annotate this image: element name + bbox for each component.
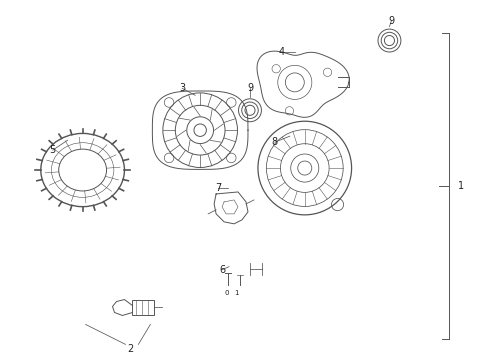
- Text: 8: 8: [272, 137, 278, 147]
- Text: 1: 1: [458, 181, 464, 191]
- Text: 6: 6: [219, 265, 225, 275]
- Text: 9: 9: [389, 15, 394, 26]
- Text: 3: 3: [179, 84, 185, 93]
- Text: 7: 7: [215, 183, 221, 193]
- Text: 0: 0: [225, 289, 229, 296]
- Text: 1: 1: [234, 289, 238, 296]
- Text: 4: 4: [279, 48, 285, 58]
- Text: 5: 5: [49, 145, 56, 155]
- Text: 9: 9: [247, 84, 253, 93]
- Text: 2: 2: [127, 345, 134, 354]
